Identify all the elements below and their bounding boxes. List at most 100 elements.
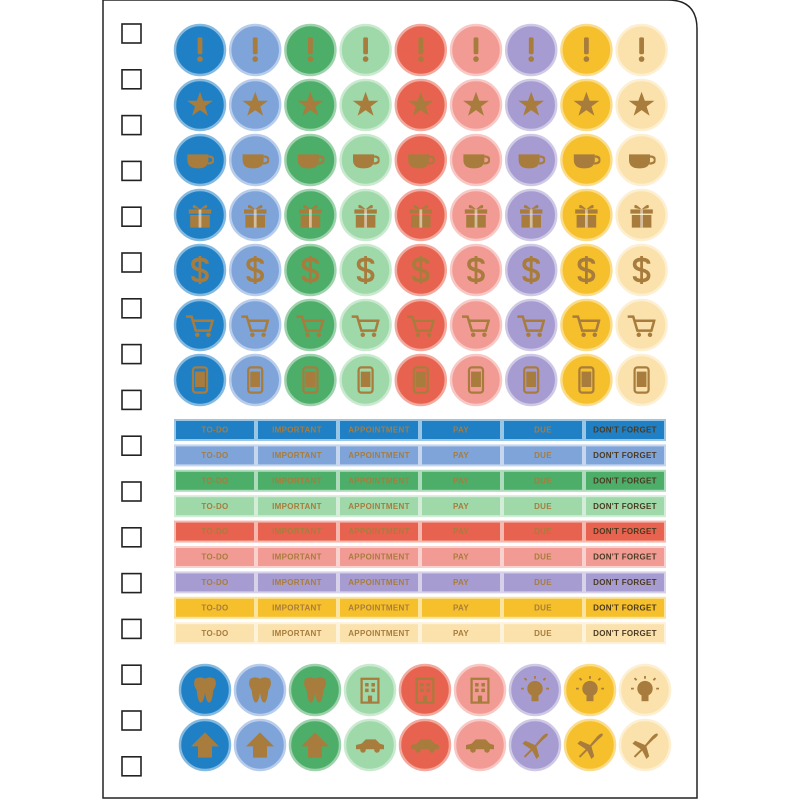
label-sticker	[584, 495, 666, 518]
label-text: IMPORTANT	[272, 451, 322, 460]
label-sticker	[502, 546, 584, 568]
label-sticker	[420, 622, 502, 645]
sticker-icon	[467, 256, 485, 284]
label-text: PAY	[453, 426, 469, 435]
label-text: PAY	[453, 527, 469, 536]
ring-hole	[121, 618, 142, 640]
sticker-icon	[577, 256, 596, 284]
label-sticker	[338, 419, 420, 441]
ring-hole	[121, 114, 142, 136]
label-sticker	[502, 419, 584, 441]
sticker-icon	[307, 37, 314, 62]
round-sticker	[339, 298, 392, 352]
label-text: TO-DO	[201, 553, 228, 562]
round-sticker	[173, 298, 227, 352]
label-sticker	[174, 546, 256, 568]
label-text: IMPORTANT	[272, 426, 322, 435]
label-sticker	[338, 546, 420, 568]
ring-hole	[121, 297, 142, 319]
label-sticker	[256, 444, 338, 467]
label-text: DUE	[534, 527, 552, 536]
label-sticker	[502, 444, 584, 467]
label-sticker	[420, 419, 502, 441]
label-sticker	[584, 469, 666, 492]
label-text: APPOINTMENT	[348, 451, 410, 460]
ring-hole	[121, 389, 142, 411]
label-text: DUE	[534, 476, 552, 485]
label-sticker	[338, 469, 420, 492]
label-sticker	[502, 520, 584, 543]
label-text: TO-DO	[201, 629, 228, 638]
sticker-icon	[528, 37, 534, 62]
ring-hole	[121, 23, 142, 44]
label-text: TO-DO	[201, 502, 228, 511]
label-sticker	[256, 571, 338, 594]
label-sticker	[338, 520, 420, 543]
label-sticker	[174, 596, 256, 619]
label-text: TO-DO	[201, 603, 228, 612]
label-sticker	[256, 419, 338, 441]
round-sticker	[560, 298, 613, 352]
ring-hole	[121, 69, 142, 90]
label-sticker	[256, 546, 338, 568]
label-sticker	[338, 571, 420, 594]
label-sticker	[174, 419, 256, 441]
sticker-icon	[301, 256, 320, 284]
label-text: PAY	[453, 553, 469, 562]
label-text: IMPORTANT	[272, 629, 322, 638]
label-text: DUE	[534, 426, 552, 435]
label-text: DUE	[534, 451, 552, 460]
ring-hole	[121, 160, 142, 182]
ring-holes	[121, 23, 142, 777]
label-text: PAY	[453, 451, 469, 460]
label-text: TO-DO	[201, 527, 228, 536]
label-sticker	[338, 444, 420, 467]
round-sticker	[615, 298, 668, 352]
label-text: DON'T FORGET	[593, 451, 657, 460]
label-text: PAY	[453, 476, 469, 485]
label-text: IMPORTANT	[272, 603, 322, 612]
label-text: DON'T FORGET	[593, 476, 657, 485]
label-sticker	[174, 571, 256, 594]
sticker-icon	[246, 256, 265, 284]
label-sticker	[502, 495, 584, 518]
label-text: TO-DO	[201, 578, 228, 587]
label-sticker	[174, 469, 256, 492]
label-sticker	[502, 469, 584, 492]
label-sticker	[338, 495, 420, 518]
sticker-icon	[583, 37, 590, 62]
ring-hole	[121, 481, 142, 502]
label-text: DON'T FORGET	[593, 502, 657, 511]
label-text: PAY	[453, 603, 469, 612]
ring-hole	[121, 572, 142, 594]
label-text: PAY	[453, 502, 469, 511]
label-sticker	[256, 596, 338, 619]
label-text: DON'T FORGET	[593, 426, 657, 435]
label-text: DUE	[534, 629, 552, 638]
label-text: PAY	[453, 578, 469, 587]
sticker-icon	[632, 256, 651, 284]
label-text: IMPORTANT	[272, 476, 322, 485]
label-text: APPOINTMENT	[348, 426, 410, 435]
label-sticker	[420, 444, 502, 467]
round-sticker	[228, 298, 282, 352]
label-sticker	[584, 546, 666, 568]
label-text: APPOINTMENT	[348, 603, 410, 612]
label-sticker	[174, 444, 256, 467]
label-sticker	[584, 571, 666, 594]
ring-hole	[121, 710, 142, 731]
label-text: DON'T FORGET	[593, 527, 657, 536]
label-text: TO-DO	[201, 476, 228, 485]
label-text: PAY	[453, 629, 469, 638]
label-text: TO-DO	[201, 451, 228, 460]
sticker-icon	[252, 37, 258, 62]
label-sticker	[174, 622, 256, 645]
ring-hole	[121, 435, 142, 457]
label-sticker	[256, 622, 338, 645]
label-text: DUE	[534, 578, 552, 587]
round-sticker	[504, 298, 558, 352]
label-sticker	[502, 596, 584, 619]
sticker-icon	[411, 256, 430, 284]
label-sticker	[338, 596, 420, 619]
